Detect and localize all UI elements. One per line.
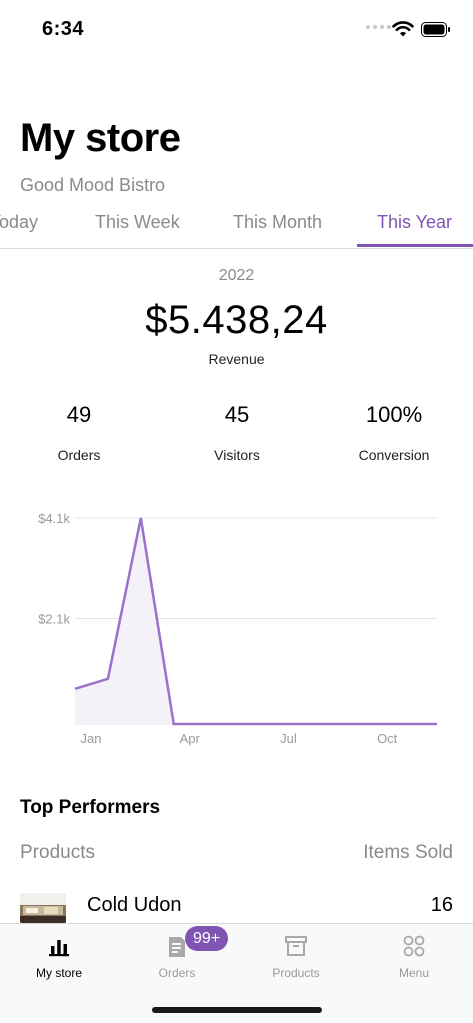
revenue-label: Revenue	[208, 351, 265, 367]
products-column-header: Products	[20, 842, 95, 863]
conversion-label: Conversion	[358, 447, 430, 463]
stat-visitors: 45 Visitors	[167, 402, 307, 463]
product-items-sold: 16	[430, 894, 453, 916]
product-thumbnail	[20, 893, 66, 924]
y-tick-label: $4.1k	[38, 511, 70, 526]
product-name: Cold Udon	[87, 894, 182, 916]
chart-area-fill	[75, 518, 437, 724]
bottom-tab-bar: My store Orders 99+ Products Menu	[0, 923, 473, 1023]
stat-conversion: 100% Conversion	[324, 402, 464, 463]
tabbar-products[interactable]: Products	[237, 924, 355, 994]
x-tick-label: Jan	[81, 731, 102, 746]
y-tick-label: $2.1k	[38, 611, 70, 626]
tabbar-my-store[interactable]: My store	[0, 924, 118, 994]
x-tick-label: Apr	[180, 731, 201, 746]
active-tab-indicator	[357, 244, 473, 247]
signal-icon	[366, 25, 391, 29]
chart-series-line	[74, 517, 437, 726]
visitors-label: Visitors	[214, 447, 260, 463]
page-title: My store	[20, 116, 181, 160]
top-performers-title: Top Performers	[20, 797, 161, 818]
orders-label: Orders	[57, 447, 101, 463]
battery-icon	[421, 22, 450, 37]
period-tabs: Today This Week This Month This Year	[0, 202, 473, 249]
home-indicator	[152, 1007, 322, 1013]
conversion-value: 100%	[365, 402, 423, 427]
tabbar-orders[interactable]: Orders	[118, 924, 236, 994]
revenue-chart: $4.1k $2.1k Jan Apr Jul Oct	[38, 511, 437, 746]
stat-orders: 49 Orders	[9, 402, 149, 463]
wifi-icon	[392, 21, 414, 37]
tab-this-week[interactable]: This Week	[95, 212, 180, 232]
revenue-value: $5.438,24	[145, 298, 328, 342]
grid-circles-icon	[403, 935, 425, 957]
orders-icon	[169, 937, 185, 957]
tab-today[interactable]: Today	[0, 212, 39, 232]
tabbar-menu[interactable]: Menu	[355, 924, 473, 994]
period-label: 2022	[218, 267, 255, 284]
tab-this-year[interactable]: This Year	[377, 212, 453, 232]
orders-count-badge: 99+	[185, 926, 229, 951]
tab-this-month[interactable]: This Month	[233, 212, 323, 232]
store-name: Good Mood Bistro	[20, 175, 166, 195]
x-tick-label: Jul	[280, 731, 297, 746]
bar-chart-icon	[49, 940, 69, 957]
archive-box-icon	[285, 936, 307, 956]
status-time: 6:34	[42, 18, 85, 40]
x-tick-label: Oct	[377, 731, 398, 746]
tabbar-label: Products	[272, 966, 320, 980]
tabbar-label: Menu	[398, 966, 430, 980]
list-item[interactable]: Cold Udon 16	[0, 890, 473, 924]
status-bar: 6:34	[0, 0, 473, 60]
tabbar-label: My store	[35, 966, 82, 980]
visitors-value: 45	[224, 402, 250, 427]
items-sold-column-header: Items Sold	[363, 842, 453, 863]
orders-value: 49	[66, 402, 92, 427]
tabbar-label: Orders	[158, 966, 196, 980]
